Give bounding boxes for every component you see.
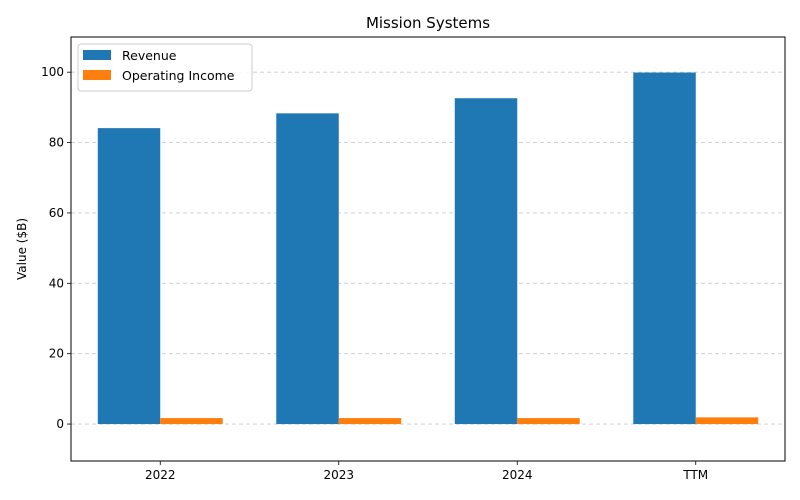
- y-tick-label: 60: [49, 206, 64, 220]
- legend-label-revenue: Revenue: [122, 48, 177, 63]
- y-axis-label: Value ($B): [15, 218, 29, 280]
- bars: [97, 72, 759, 425]
- bar-operating-income-2023: [338, 418, 402, 425]
- x-tick-label: 2022: [145, 468, 176, 482]
- bar-revenue-2023: [276, 113, 339, 425]
- legend-swatch-operating-income: [83, 70, 111, 80]
- bar-operating-income-2024: [517, 418, 580, 425]
- bar-operating-income-2022: [160, 418, 223, 425]
- legend[interactable]: Revenue Operating Income: [77, 43, 253, 92]
- y-axis-ticks: 0 20 40 60 80 100: [41, 65, 71, 431]
- x-tick-label: 2024: [502, 468, 533, 482]
- bar-revenue-2024: [454, 98, 518, 425]
- plot-frame: [70, 36, 786, 462]
- x-tick-label: 2023: [323, 468, 354, 482]
- bar-operating-income-ttm: [695, 417, 759, 425]
- y-tick-label: 40: [49, 276, 64, 290]
- y-tick-label: 0: [56, 417, 64, 431]
- chart-title: Mission Systems: [366, 14, 490, 32]
- legend-label-operating-income: Operating Income: [122, 68, 235, 83]
- legend-box: [77, 43, 253, 92]
- y-tick-label: 100: [41, 65, 64, 79]
- bar-revenue-2022: [97, 128, 161, 425]
- y-tick-label: 80: [49, 136, 64, 150]
- legend-swatch-revenue: [83, 50, 111, 60]
- y-tick-label: 20: [49, 347, 64, 361]
- x-axis-ticks: 2022 2023 2024 TTM: [145, 461, 708, 482]
- x-tick-label: TTM: [682, 468, 708, 482]
- bar-revenue-ttm: [633, 72, 696, 425]
